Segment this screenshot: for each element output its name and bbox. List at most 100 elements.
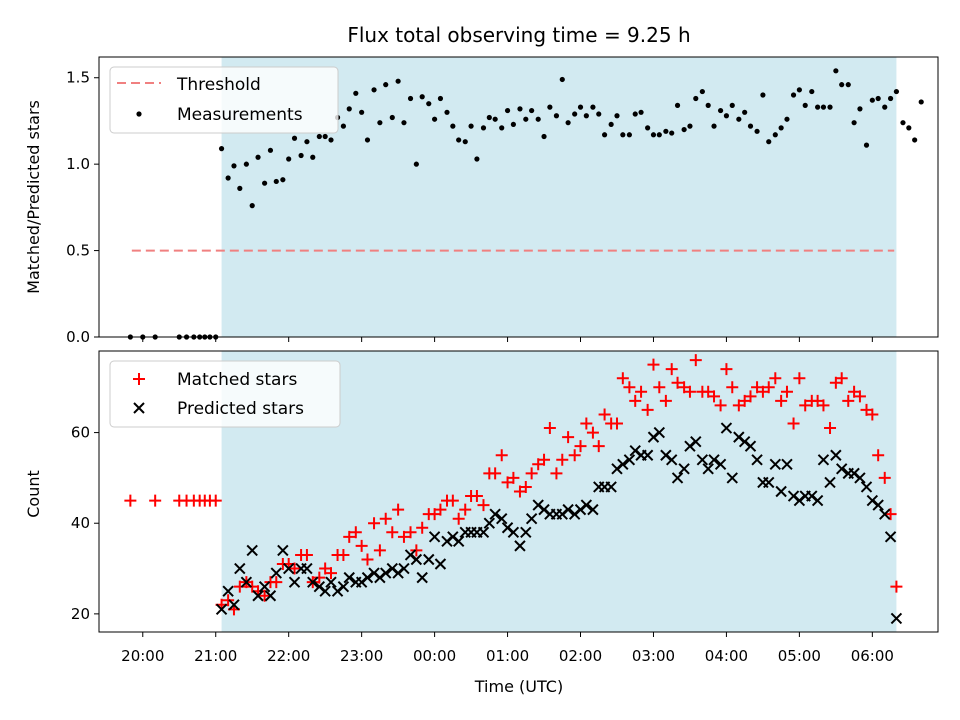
predicted-star-point: [696, 454, 709, 466]
measurement-point: [572, 111, 578, 117]
top-y-ticks: 0.0 0.5 1.0 1.5: [66, 69, 99, 346]
matched-star-points: [124, 354, 903, 616]
predicted-star-point: [830, 449, 842, 461]
measurement-point: [432, 116, 438, 122]
measurement-point: [273, 178, 279, 185]
predicted-star-point: [282, 562, 295, 575]
x-axis-label: Time (UTC): [474, 677, 563, 696]
predicted-star-point: [215, 603, 228, 616]
matched-star-point: [288, 562, 301, 575]
measurement-point: [711, 123, 717, 129]
chart-title: Flux total observing time = 9.25 h: [347, 23, 690, 47]
matched-star-point: [343, 530, 356, 543]
matched-star-point: [525, 467, 538, 480]
measurement-point: [486, 114, 492, 121]
matched-star-point: [866, 408, 879, 421]
bottom-axes-frame: [98, 350, 939, 633]
matched-star-point: [610, 417, 623, 430]
predicted-star-point: [228, 599, 240, 611]
predicted-star-point: [264, 590, 277, 602]
matched-star-point: [434, 503, 447, 516]
predicted-star-point: [416, 571, 428, 584]
predicted-star-point: [246, 544, 258, 557]
measurement-point: [717, 107, 724, 114]
predicted-star-point: [288, 576, 301, 588]
predicted-star-point: [666, 454, 678, 466]
measurement-point: [419, 94, 425, 100]
legend-measurements-swatch: [136, 111, 142, 117]
matched-star-point: [635, 385, 648, 398]
predicted-star-point: [690, 435, 702, 448]
predicted-star-point: [258, 580, 271, 593]
predicted-star-point: [811, 494, 824, 507]
matched-star-point: [708, 390, 721, 403]
predicted-star-point: [361, 571, 374, 584]
matched-star-point: [653, 381, 666, 394]
predicted-star-point: [824, 476, 836, 489]
measurement-point: [280, 177, 286, 183]
predicted-star-point: [343, 571, 355, 584]
predicted-star-point: [477, 526, 490, 538]
matched-star-point: [392, 503, 405, 516]
measurement-point: [674, 102, 681, 108]
matched-star-point: [373, 544, 386, 557]
measurement-point: [906, 125, 912, 131]
matched-star-point: [689, 354, 702, 367]
bottom-legend: Matched stars Predicted stars: [109, 360, 341, 428]
matched-star-point: [404, 526, 417, 539]
predicted-star-point: [769, 458, 782, 471]
measurement-point: [656, 132, 662, 138]
measurement-point: [827, 104, 833, 110]
predicted-star-point: [319, 585, 331, 597]
predicted-star-point: [605, 481, 617, 493]
measurement-point: [626, 132, 632, 138]
measurement-point: [796, 87, 802, 93]
measurement-point: [766, 139, 772, 145]
measurement-point: [882, 104, 888, 110]
measurement-point: [237, 185, 243, 191]
predicted-star-point: [775, 485, 787, 498]
measurement-point: [377, 120, 383, 126]
predicted-star-point: [835, 463, 848, 475]
measurement-point: [833, 68, 839, 74]
matched-star-point: [300, 548, 313, 561]
predicted-star-points: [215, 422, 903, 625]
measurement-point: [450, 123, 456, 129]
matched-star-point: [538, 453, 551, 466]
matched-star-point: [233, 580, 246, 593]
predicted-star-point: [781, 458, 793, 471]
legend-matched-label: Matched stars: [177, 370, 297, 390]
matched-star-point: [616, 372, 629, 385]
bottom-x-ticks: 20:00 21:00 22:00 23:00 00:00 01:00 02:00 03:00…: [121, 632, 894, 665]
predicted-star-point: [520, 526, 532, 538]
measurement-point: [851, 120, 857, 126]
predicted-star-point: [410, 553, 423, 566]
predicted-star-point: [653, 426, 666, 439]
matched-star-point: [762, 381, 775, 394]
measurement-point: [705, 102, 711, 108]
x-tick-label: 02:00: [559, 647, 602, 665]
predicted-star-point: [325, 576, 337, 588]
measurement-point: [310, 154, 316, 160]
matched-star-point: [416, 521, 429, 534]
predicted-star-point: [252, 590, 264, 602]
matched-star-point: [258, 589, 271, 602]
measurement-point: [887, 95, 894, 102]
predicted-star-point: [702, 463, 714, 475]
measurement-point: [912, 137, 918, 143]
matched-star-point: [842, 394, 855, 407]
predicted-star-point: [587, 503, 599, 516]
top-x-ticks: [142, 337, 873, 342]
measurement-point: [857, 106, 863, 112]
predicted-star-point: [641, 449, 654, 461]
matched-star-point: [349, 526, 362, 539]
measurement-point: [492, 116, 498, 122]
predicted-star-point: [860, 481, 873, 493]
x-tick-label: 01:00: [486, 647, 529, 665]
measurement-point: [444, 109, 450, 115]
measurement-point: [504, 107, 511, 114]
measurement-point: [869, 97, 875, 103]
matched-star-point: [641, 403, 654, 416]
legend-measurements-label: Measurements: [177, 105, 303, 125]
matched-star-point: [799, 399, 812, 412]
